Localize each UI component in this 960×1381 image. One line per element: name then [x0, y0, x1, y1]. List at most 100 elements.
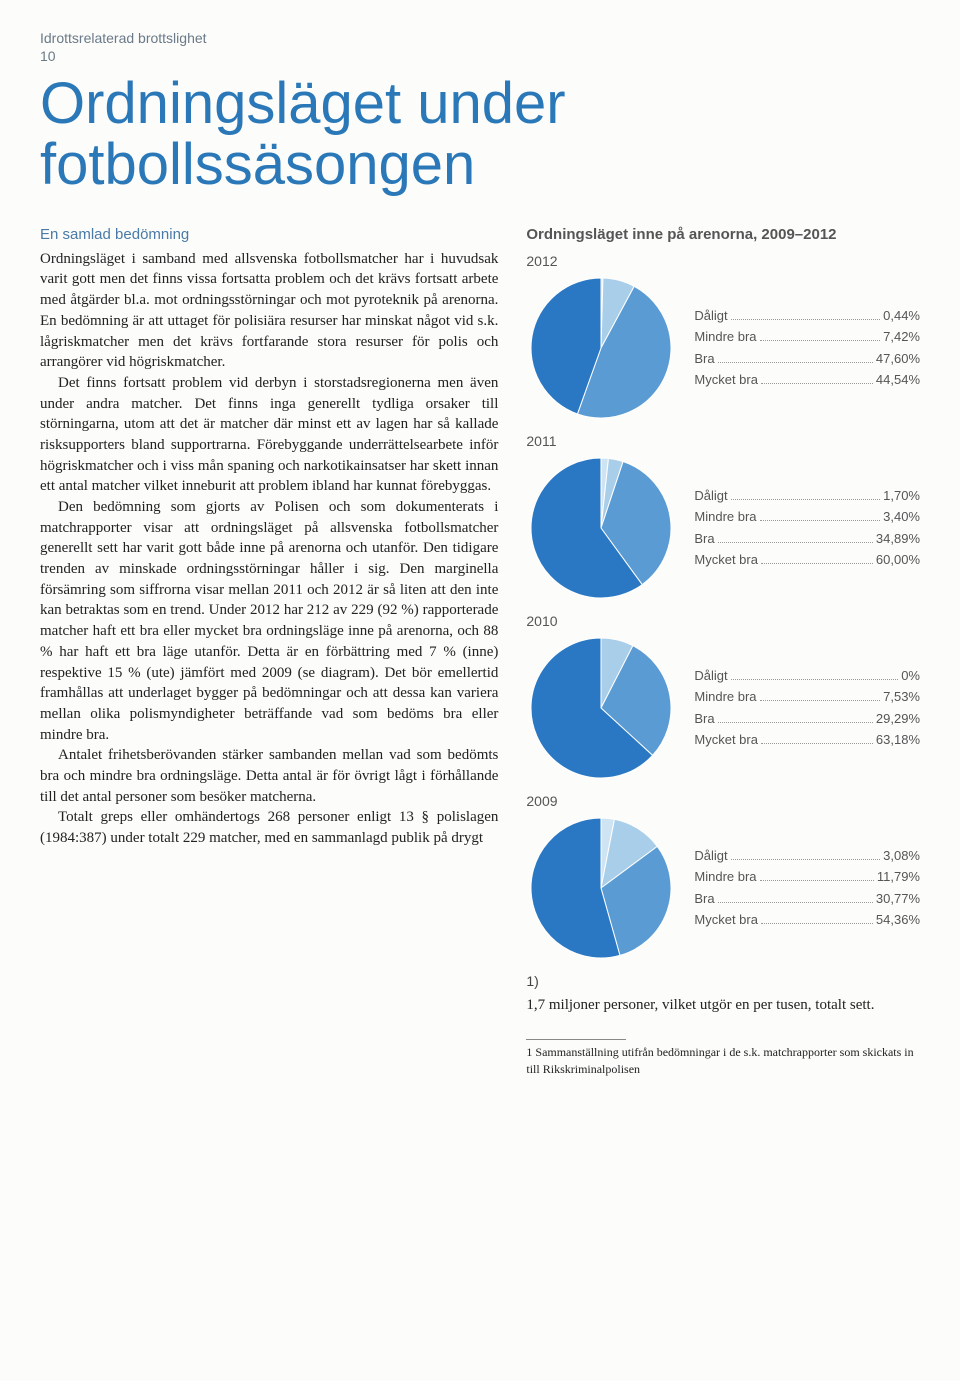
legend-row: Bra 34,89%	[694, 528, 920, 549]
legend-value: 0,44%	[883, 305, 920, 326]
legend-value: 7,42%	[883, 326, 920, 347]
legend-value: 34,89%	[876, 528, 920, 549]
legend-dots	[761, 923, 873, 924]
legend-dots	[760, 340, 881, 341]
legend-label: Bra	[694, 528, 714, 549]
legend-dots	[718, 542, 873, 543]
legend-row: Bra 30,77%	[694, 888, 920, 909]
legend-value: 11,79%	[877, 866, 920, 887]
pie-legend: Dåligt0%Mindre bra7,53%Bra29,29%Mycket b…	[694, 665, 920, 751]
pie-row: Dåligt3,08%Mindre bra11,79%Bra30,77%Myck…	[526, 813, 920, 963]
legend-row: Mindre bra 11,79%	[694, 866, 920, 887]
year-label: 2009	[526, 793, 920, 809]
legend-label: Mindre bra	[694, 326, 756, 347]
year-block: 2011Dåligt1,70%Mindre bra3,40%Bra34,89%M…	[526, 433, 920, 603]
legend-row: Mindre bra 7,42%	[694, 326, 920, 347]
year-label: 2012	[526, 253, 920, 269]
legend-row: Mycket bra 60,00%	[694, 549, 920, 570]
year-label: 2011	[526, 433, 920, 449]
legend-label: Mycket bra	[694, 729, 758, 750]
legend-row: Dåligt 3,08%	[694, 845, 920, 866]
legend-label: Mycket bra	[694, 909, 758, 930]
legend-dots	[761, 383, 873, 384]
legend-value: 0%	[901, 665, 920, 686]
paragraph: Den bedömning som gjorts av Polisen och …	[40, 497, 498, 745]
legend-label: Bra	[694, 348, 714, 369]
pie-row: Dåligt0,44%Mindre bra7,42%Bra47,60%Mycke…	[526, 273, 920, 423]
pie-chart	[526, 813, 676, 963]
pie-row: Dåligt0%Mindre bra7,53%Bra29,29%Mycket b…	[526, 633, 920, 783]
pie-legend: Dåligt3,08%Mindre bra11,79%Bra30,77%Myck…	[694, 845, 920, 931]
legend-dots	[718, 722, 873, 723]
legend-label: Dåligt	[694, 845, 727, 866]
legend-row: Dåligt 1,70%	[694, 485, 920, 506]
legend-dots	[761, 743, 873, 744]
legend-value: 44,54%	[876, 369, 920, 390]
legend-row: Mycket bra 63,18%	[694, 729, 920, 750]
footnote: 1 Sammanställning utifrån bedömningar i …	[526, 1044, 920, 1076]
legend-row: Bra 29,29%	[694, 708, 920, 729]
page-number: 10	[40, 48, 920, 64]
legend-row: Mindre bra 7,53%	[694, 686, 920, 707]
paragraph: Antalet frihetsberövanden stärker samban…	[40, 745, 498, 807]
section-header: Idrottsrelaterad brottslighet	[40, 30, 920, 46]
legend-label: Bra	[694, 708, 714, 729]
legend-value: 1,70%	[883, 485, 920, 506]
legend-label: Bra	[694, 888, 714, 909]
legend-value: 7,53%	[883, 686, 920, 707]
legend-label: Mycket bra	[694, 549, 758, 570]
legend-row: Dåligt 0%	[694, 665, 920, 686]
footnote-rule	[526, 1039, 626, 1040]
left-column: En samlad bedömning Ordningsläget i samb…	[40, 226, 498, 1077]
body-text: Ordningsläget i samband med allsvenska f…	[40, 249, 498, 849]
paragraph: Det finns fortsatt problem vid derbyn i …	[40, 373, 498, 497]
legend-value: 60,00%	[876, 549, 920, 570]
legend-value: 63,18%	[876, 729, 920, 750]
legend-dots	[760, 520, 881, 521]
legend-row: Bra 47,60%	[694, 348, 920, 369]
footnote-marker: 1)	[526, 973, 920, 989]
legend-label: Mycket bra	[694, 369, 758, 390]
year-block: 2012Dåligt0,44%Mindre bra7,42%Bra47,60%M…	[526, 253, 920, 423]
legend-dots	[761, 563, 873, 564]
legend-dots	[731, 859, 880, 860]
main-columns: En samlad bedömning Ordningsläget i samb…	[40, 226, 920, 1077]
legend-label: Mindre bra	[694, 686, 756, 707]
pie-legend: Dåligt1,70%Mindre bra3,40%Bra34,89%Mycke…	[694, 485, 920, 571]
legend-label: Mindre bra	[694, 506, 756, 527]
legend-label: Dåligt	[694, 485, 727, 506]
right-column: Ordningsläget inne på arenorna, 2009–201…	[526, 226, 920, 1077]
legend-dots	[760, 880, 874, 881]
legend-row: Mycket bra 44,54%	[694, 369, 920, 390]
legend-label: Dåligt	[694, 665, 727, 686]
pie-chart	[526, 633, 676, 783]
legend-label: Mindre bra	[694, 866, 756, 887]
legend-value: 47,60%	[876, 348, 920, 369]
page-title: Ordningsläget under fotbollssäsongen	[40, 74, 920, 196]
legend-dots	[760, 700, 881, 701]
paragraph: Totalt greps eller omhändertogs 268 pers…	[40, 807, 498, 848]
subheading: En samlad bedömning	[40, 226, 498, 243]
legend-row: Mindre bra 3,40%	[694, 506, 920, 527]
year-block: 2009 Dåligt 3,08% Mindre bra 11,79% Bra 30,77%…	[526, 793, 920, 963]
legend-dots	[718, 362, 873, 363]
legend-value: 29,29%	[876, 708, 920, 729]
legend-row: Mycket bra 54,36%	[694, 909, 920, 930]
legend-dots	[731, 319, 880, 320]
year-label: 2010	[526, 613, 920, 629]
legend-value: 3,08%	[883, 845, 920, 866]
legend-dots	[731, 499, 880, 500]
pie-chart	[526, 273, 676, 423]
chart-title: Ordningsläget inne på arenorna, 2009–201…	[526, 226, 920, 243]
legend-value: 3,40%	[883, 506, 920, 527]
legend-value: 30,77%	[876, 888, 920, 909]
legend-label: Dåligt	[694, 305, 727, 326]
pie-legend: Dåligt0,44%Mindre bra7,42%Bra47,60%Mycke…	[694, 305, 920, 391]
pie-charts-container: 2012Dåligt0,44%Mindre bra7,42%Bra47,60%M…	[526, 253, 920, 963]
legend-dots	[731, 679, 899, 680]
legend-dots	[718, 902, 873, 903]
year-block: 2010Dåligt0%Mindre bra7,53%Bra29,29%Myck…	[526, 613, 920, 783]
paragraph: Ordningsläget i samband med allsvenska f…	[40, 249, 498, 373]
pie-chart	[526, 453, 676, 603]
legend-value: 54,36%	[876, 909, 920, 930]
